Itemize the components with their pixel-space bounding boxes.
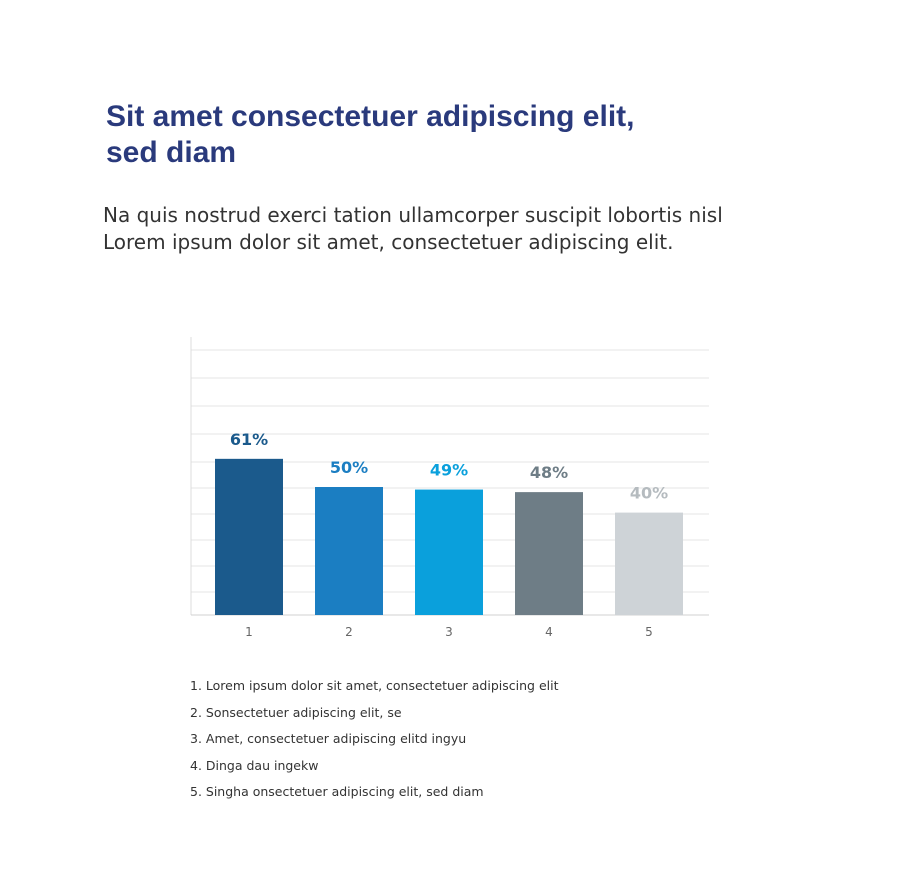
title-line-2: sed diam: [106, 136, 237, 169]
x-tick-label-2: 2: [345, 625, 353, 639]
legend-item: 3. Amet, consectetuer adipiscing elitd i…: [190, 731, 467, 746]
subtitle-line-2: Lorem ipsum dolor sit amet, consectetuer…: [103, 230, 674, 254]
bar-value-label-1: 61%: [230, 430, 268, 449]
bar-value-label-5: 40%: [630, 484, 668, 503]
chart-legend-list: 1. Lorem ipsum dolor sit amet, consectet…: [190, 676, 558, 809]
bar-2: [315, 487, 383, 615]
legend-item: 4. Dinga dau ingekw: [190, 757, 319, 773]
bar-5: [615, 512, 683, 615]
x-tick-label-4: 4: [545, 625, 553, 639]
page-title: Sit amet consectetuer adipiscing elit, s…: [106, 99, 806, 171]
bar-4: [515, 492, 583, 615]
legend-item: 5. Singha onsectetuer adipiscing elit, s…: [190, 784, 484, 799]
title-line-1: Sit amet consectetuer adipiscing elit,: [106, 100, 635, 133]
bar-value-label-2: 50%: [330, 458, 368, 477]
x-tick-label-1: 1: [245, 625, 253, 639]
bar-value-label-3: 49%: [430, 461, 468, 480]
subtitle-line-1: Na quis nostrud exerci tation ullamcorpe…: [103, 203, 723, 227]
bar-value-label-4: 48%: [530, 463, 568, 482]
legend-item: 1. Lorem ipsum dolor sit amet, consectet…: [190, 678, 559, 693]
x-tick-label-3: 3: [445, 625, 453, 639]
chart-value-labels: 61% 50% 49% 48% 40%: [230, 430, 668, 503]
bar-3: [415, 489, 483, 615]
chart-x-ticks: 1 2 3 4 5: [245, 625, 653, 639]
legend-item: 2. Sonsectetuer adipiscing elit, se: [190, 704, 402, 720]
chart-bars: [215, 458, 683, 615]
x-tick-label-5: 5: [645, 625, 653, 639]
bar-1: [215, 458, 283, 615]
page-subtitle: Na quis nostrud exerci tation ullamcorpe…: [103, 202, 863, 256]
